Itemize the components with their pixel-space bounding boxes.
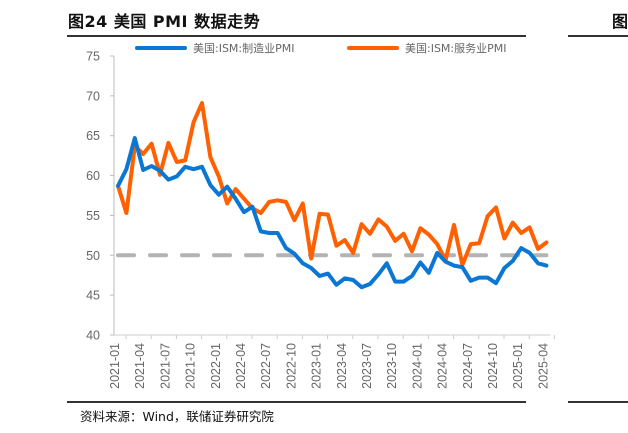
y-tick-label: 75 (86, 50, 100, 64)
y-tick-label: 55 (86, 209, 100, 223)
x-tick-label: 2025-01 (511, 343, 525, 389)
source-rule (67, 401, 526, 403)
series-line-manufacturing (116, 136, 549, 290)
x-tick-label: 2021-10 (184, 343, 198, 389)
x-tick-label: 2024-10 (486, 343, 500, 389)
x-tick-label: 2024-04 (436, 343, 450, 389)
x-tick-label: 2022-04 (234, 343, 248, 389)
x-tick-label: 2022-07 (259, 343, 273, 389)
title-rule (67, 35, 526, 37)
x-tick-label: 2022-01 (209, 343, 223, 389)
legend-label: 美国:ISM:服务业PMI (405, 42, 507, 55)
x-tick-label: 2021-01 (108, 343, 122, 389)
source-rule-next (568, 401, 628, 403)
y-tick-label: 50 (86, 249, 100, 263)
next-figure-edge: 图 (612, 12, 628, 31)
figure-title: 图24 美国 PMI 数据走势 (68, 12, 261, 31)
y-tick-label: 45 (86, 289, 100, 303)
y-tick-label: 70 (86, 89, 100, 103)
source-note: 资料来源：Wind，联储证券研究院 (80, 409, 274, 424)
x-tick-label: 2023-10 (385, 343, 399, 389)
y-tick-label: 40 (86, 329, 100, 343)
x-tick-label: 2022-10 (284, 343, 298, 389)
x-tick-label: 2023-07 (360, 343, 374, 389)
x-tick-label: 2024-01 (410, 343, 424, 389)
title-rule-next (568, 35, 628, 37)
x-tick-label: 2021-07 (158, 343, 172, 389)
series-line-services (116, 101, 549, 267)
y-tick-label: 60 (86, 169, 100, 183)
x-tick-label: 2023-04 (335, 343, 349, 389)
x-tick-label: 2024-07 (461, 343, 475, 389)
y-tick-label: 65 (86, 129, 100, 143)
x-tick-label: 2023-01 (310, 343, 324, 389)
x-tick-label: 2021-04 (133, 343, 147, 389)
legend-label: 美国:ISM:制造业PMI (193, 41, 295, 55)
x-tick-label: 2025-04 (536, 343, 550, 389)
